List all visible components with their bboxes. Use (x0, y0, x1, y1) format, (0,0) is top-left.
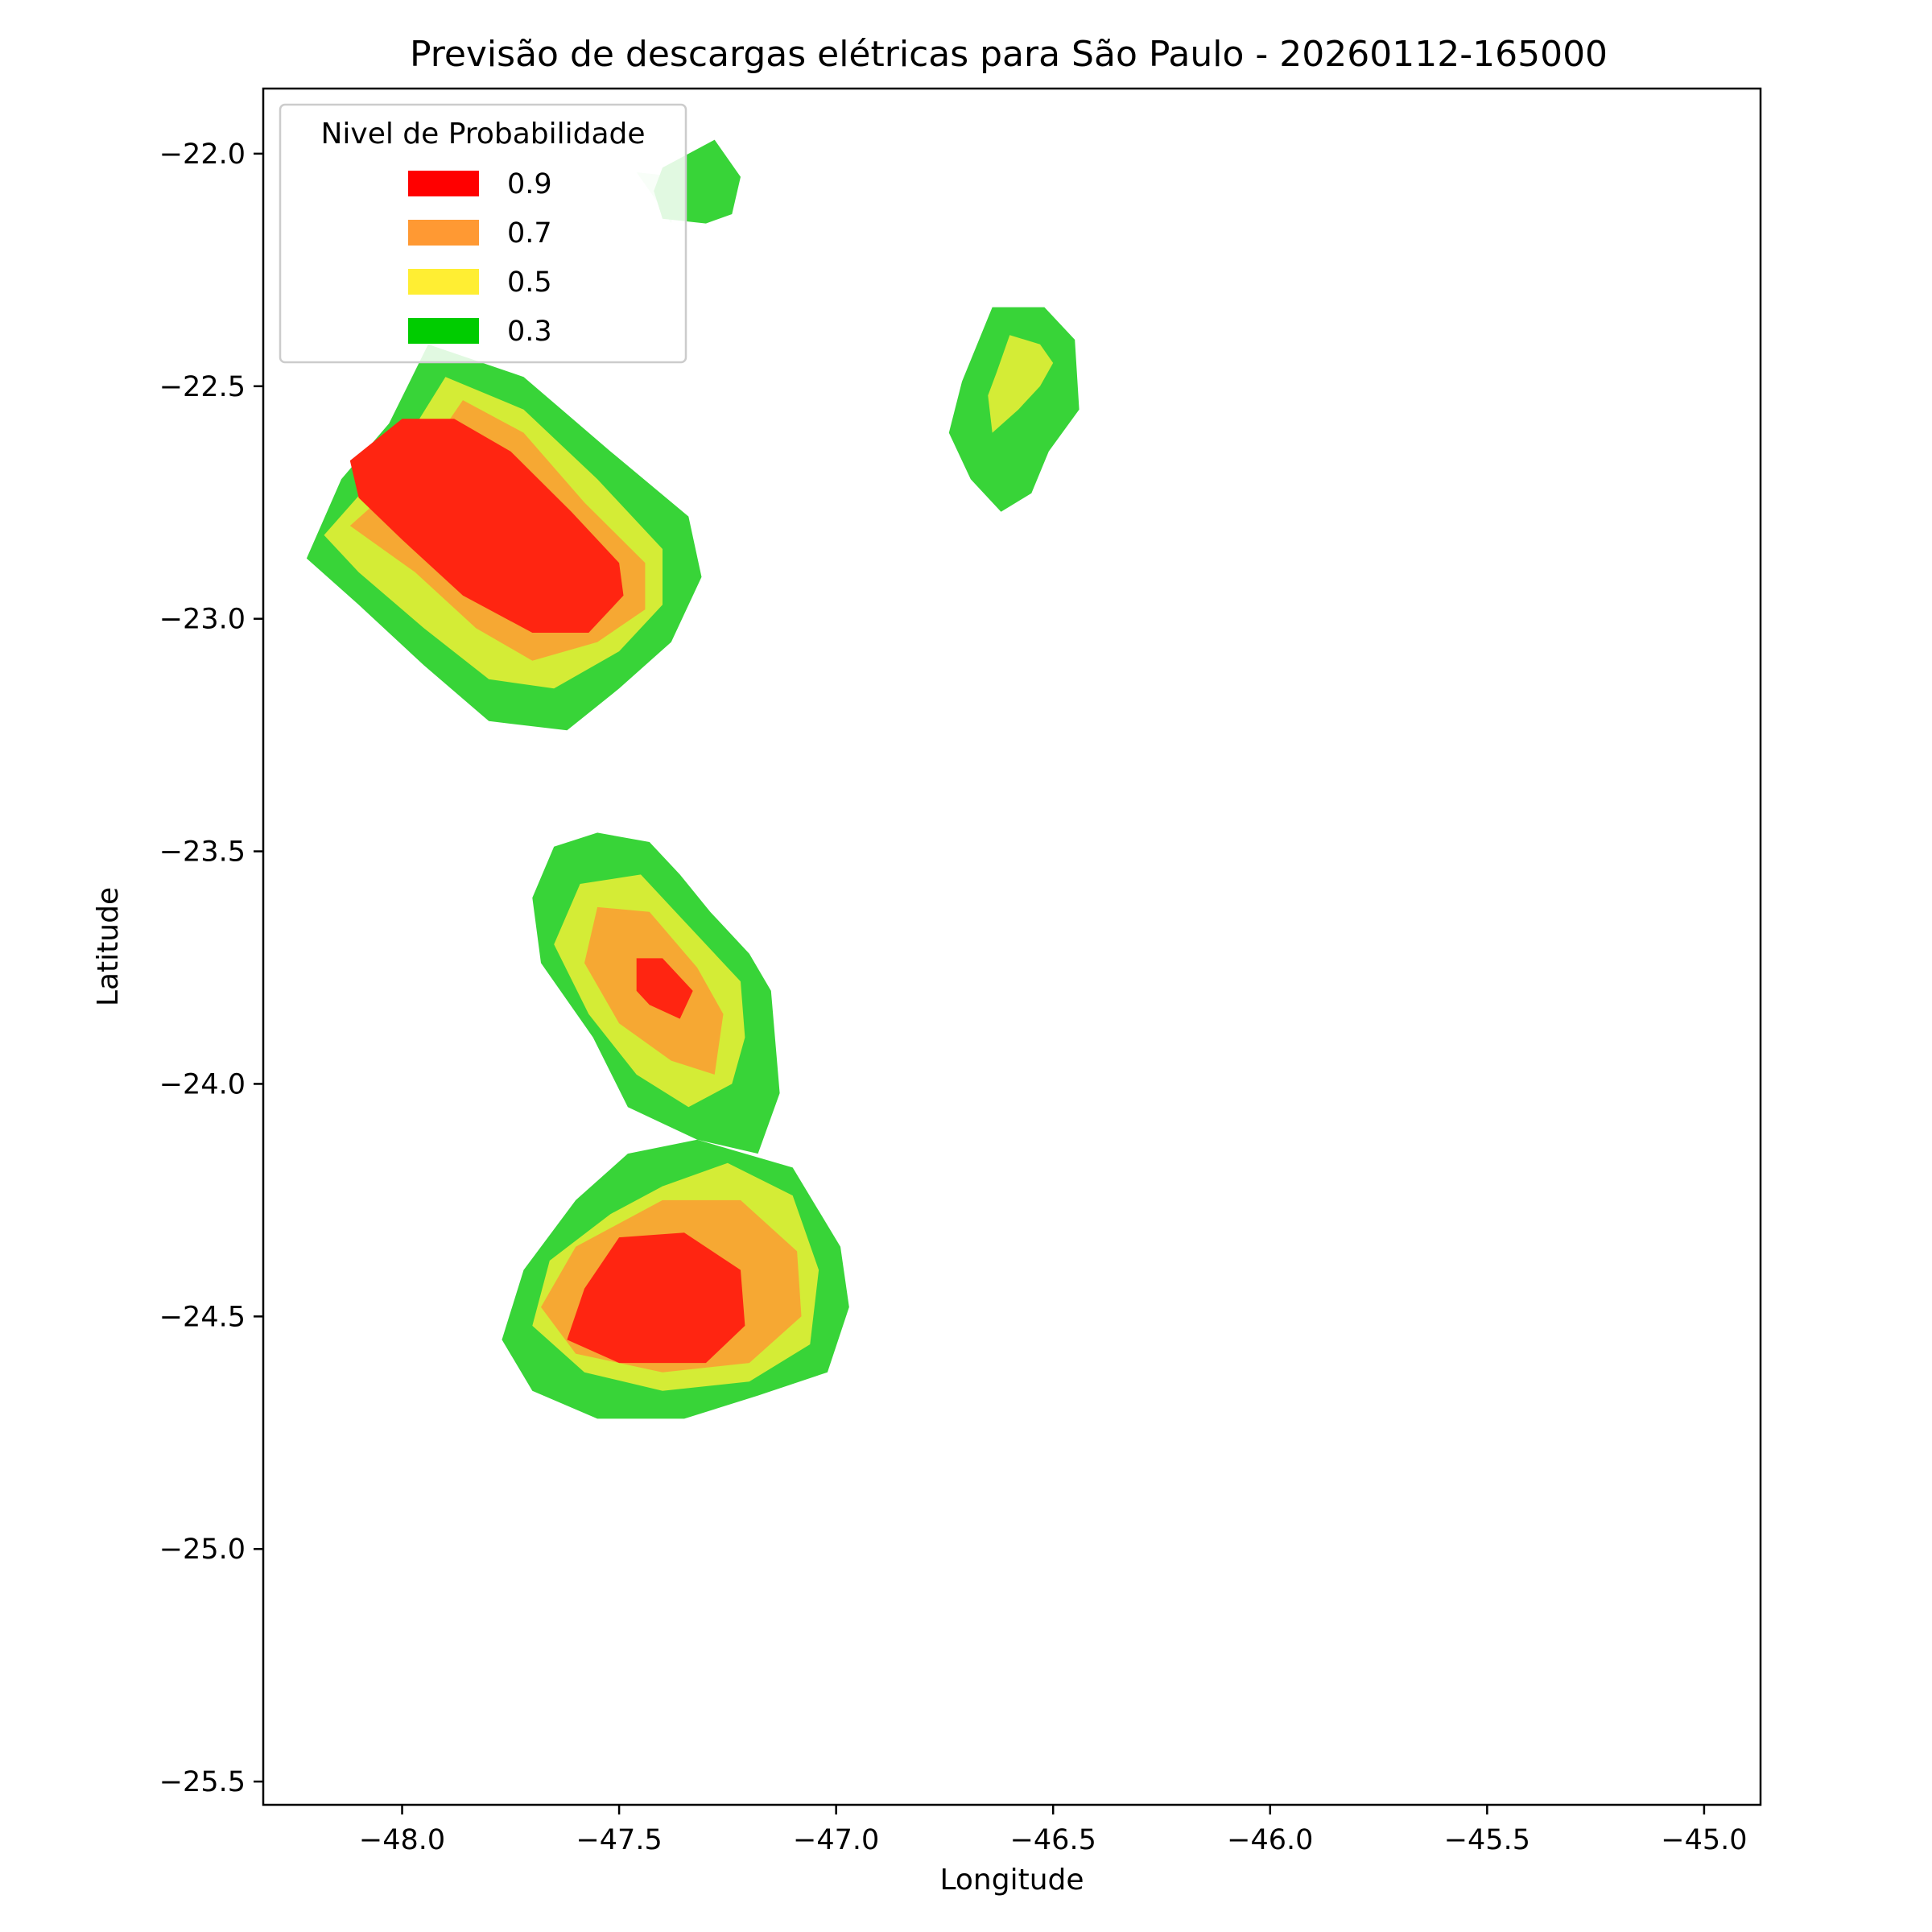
x-tick-label: −45.0 (1661, 1824, 1747, 1856)
y-tick-label: −22.0 (159, 138, 246, 171)
y-tick-label: −22.5 (159, 371, 246, 403)
plot-frame (262, 87, 1762, 1806)
legend-box (279, 103, 687, 364)
legend-swatch (408, 269, 479, 295)
x-tick-label: −47.0 (793, 1824, 879, 1856)
southern-cell-level-0.9 (567, 1232, 745, 1364)
x-tick-label: −46.0 (1227, 1824, 1313, 1856)
y-tick-label: −25.0 (159, 1534, 246, 1566)
northwest-cell-level-0.9 (349, 419, 624, 633)
chart-title: Previsão de descargas elétricas para São… (410, 34, 1608, 75)
legend-entries: 0.9 0.7 0.5 0.3 (408, 168, 552, 348)
northeast-cell-level-0.5 (988, 335, 1054, 433)
legend-label: 0.3 (507, 316, 552, 348)
x-tick-label: −47.5 (576, 1824, 662, 1856)
legend-swatch (408, 318, 479, 344)
central-cell-level-0.9 (636, 958, 693, 1019)
y-axis: −22.0 −22.5 −23.0 −23.5 −24.0 −24.5 −25.0 −25.5 (159, 138, 263, 1798)
legend-swatch (408, 220, 479, 246)
northwest-cell (306, 344, 702, 731)
y-tick-label: −24.0 (159, 1068, 246, 1100)
central-cell (532, 832, 780, 1154)
x-tick-label: −45.5 (1444, 1824, 1530, 1856)
y-tick-label: −23.0 (159, 604, 246, 636)
legend-label: 0.7 (507, 217, 552, 250)
legend: Nivel de Probabilidade 0.9 0.7 0.5 0.3 (279, 103, 687, 364)
legend-swatch (408, 171, 479, 196)
x-axis-label: Longitude (939, 1864, 1084, 1897)
y-tick-label: −25.5 (159, 1766, 246, 1798)
x-axis: −48.0 −47.5 −47.0 −46.5 −46.0 −45.5 −45.0 (359, 1805, 1748, 1856)
southern-cell (502, 1139, 849, 1419)
x-tick-label: −48.0 (359, 1824, 445, 1856)
legend-title: Nivel de Probabilidade (320, 118, 645, 151)
legend-label: 0.9 (507, 168, 552, 200)
y-tick-label: −24.5 (159, 1301, 246, 1333)
legend-label: 0.5 (507, 266, 552, 299)
x-tick-label: −46.5 (1010, 1824, 1096, 1856)
y-tick-label: −23.5 (159, 836, 246, 869)
northeast-cell (948, 307, 1080, 512)
y-axis-label: Latitude (92, 887, 125, 1006)
